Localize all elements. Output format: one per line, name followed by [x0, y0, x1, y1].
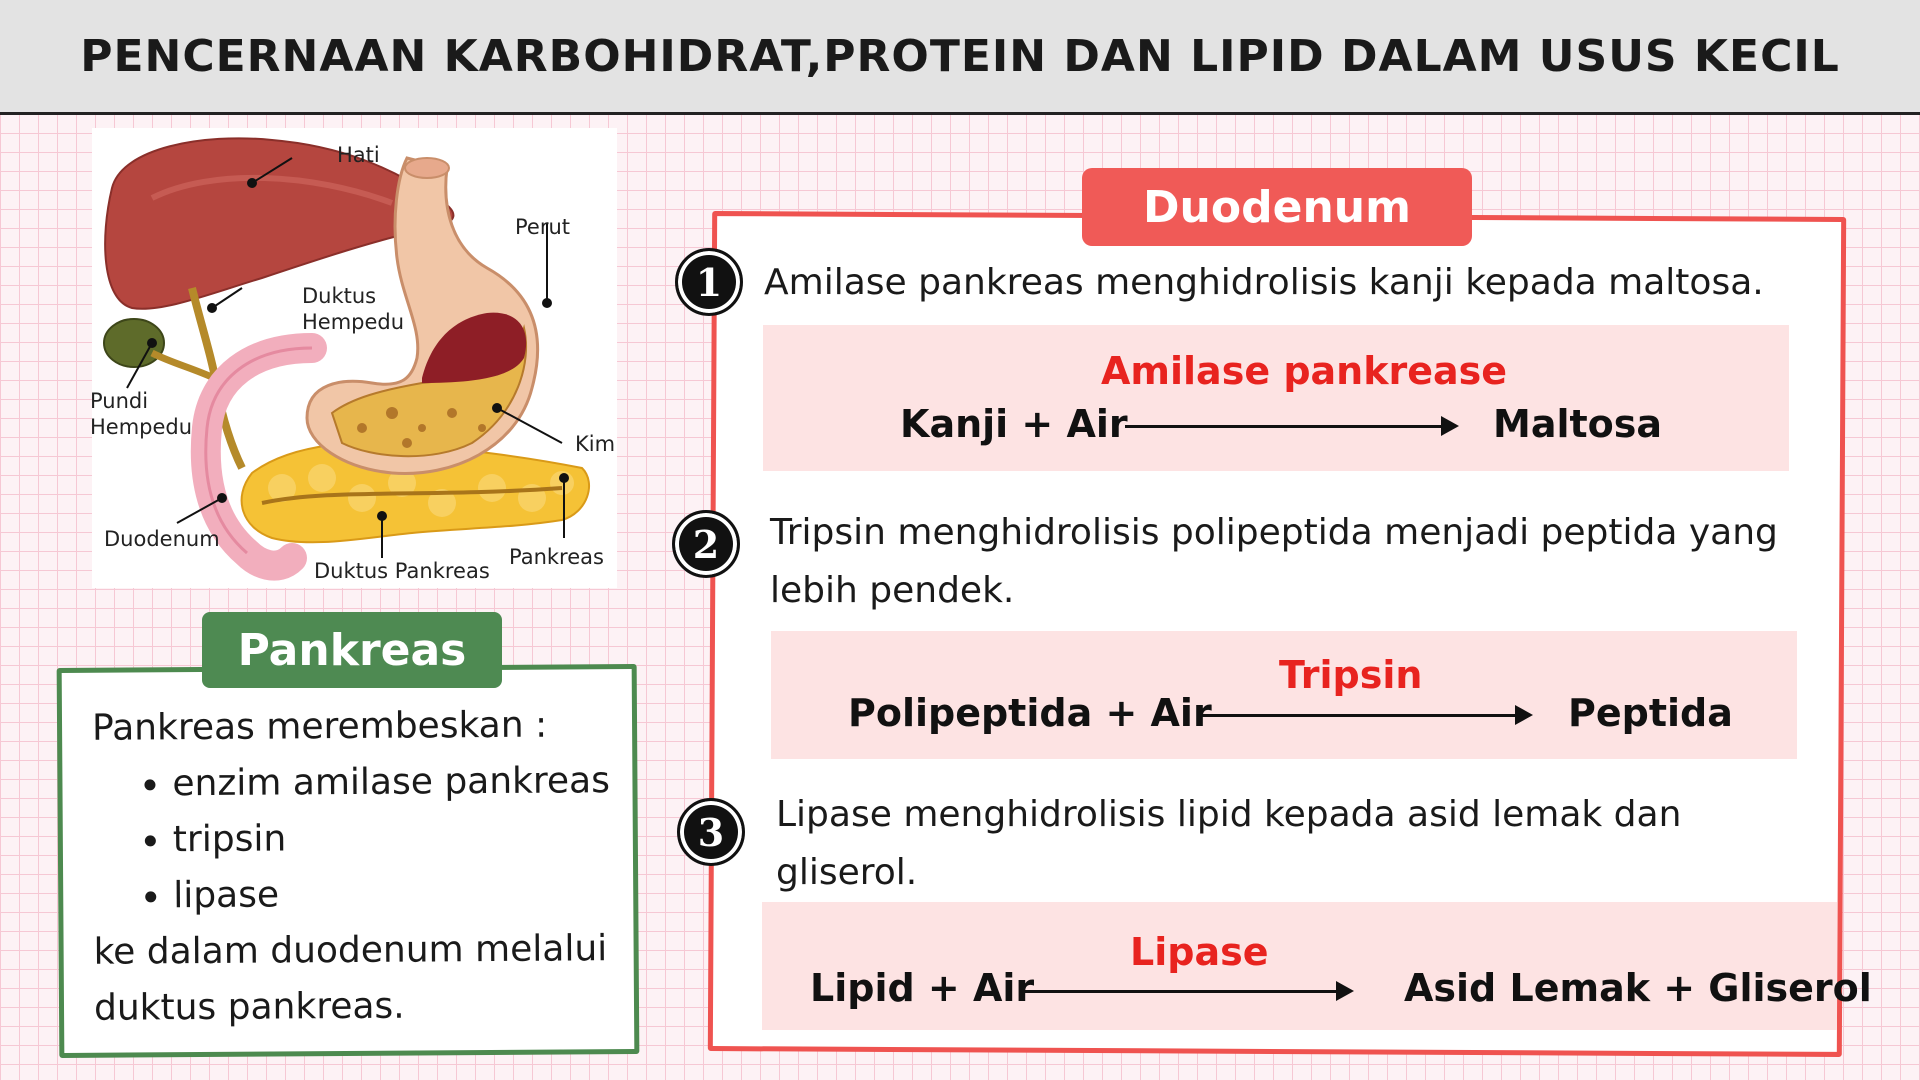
label-perut: Perut [515, 215, 571, 239]
duodenum-title: Duodenum [1143, 181, 1411, 233]
step-3-number-badge: 3 [677, 798, 745, 866]
step-1-equation: Amilase pankrease Kanji + Air Maltosa [763, 325, 1789, 471]
list-item: enzim amilase pankreas [172, 753, 612, 812]
pankreas-intro: Pankreas merembeskan : [91, 704, 548, 749]
step-2-equation: Tripsin Polipeptida + Air Peptida [771, 631, 1797, 759]
step-1-number-badge: 1 [675, 248, 743, 316]
step-1-statement: Amilase pankreas menghidrolisis kanji ke… [764, 262, 1764, 303]
page-title: PENCERNAAN KARBOHIDRAT,PROTEIN DAN LIPID… [80, 30, 1840, 82]
step-2-products: Peptida [1568, 691, 1733, 735]
digestive-anatomy-illustration: Hati Perut Duktus Hempedu Pundi Hempedu … [90, 128, 617, 588]
step-1-products: Maltosa [1493, 402, 1663, 446]
step-1-number: 1 [695, 259, 723, 305]
label-duodenum: Duodenum [104, 527, 220, 551]
step-3-reactants: Lipid + Air [810, 966, 1035, 1010]
pankreas-outro: ke dalam duodenum melalui duktus pankrea… [93, 928, 608, 1029]
step-3-enzyme: Lipase [1130, 930, 1269, 974]
step-3-equation: Lipase Lipid + Air Asid Lemak + Gliserol [762, 902, 1872, 1030]
pankreas-title-tab: Pankreas [202, 612, 502, 688]
step-2-number-badge: 2 [672, 510, 740, 578]
label-duktus-pankreas: Duktus Pankreas [314, 559, 490, 583]
list-item: lipase [173, 865, 613, 924]
step-2-arrow [1201, 705, 1533, 725]
step-2-number: 2 [692, 521, 720, 567]
list-item: tripsin [173, 809, 613, 868]
label-pundi-hempedu: Pundi Hempedu [90, 389, 193, 439]
step-3-number: 3 [697, 809, 725, 855]
gallbladder-shape [103, 318, 165, 368]
step-3-arrow [1024, 981, 1354, 1001]
label-hati: Hati [337, 143, 380, 167]
step-2-enzyme: Tripsin [1279, 653, 1423, 697]
step-1-enzyme: Amilase pankrease [1101, 349, 1508, 393]
step-1-arrow [1125, 416, 1459, 436]
page-header: PENCERNAAN KARBOHIDRAT,PROTEIN DAN LIPID… [0, 0, 1920, 115]
anatomy-drawing [103, 137, 591, 581]
pankreas-enzyme-list: enzim amilase pankreas tripsin lipase [92, 753, 613, 925]
duodenum-title-tab: Duodenum [1082, 168, 1472, 246]
step-1-reactants: Kanji + Air [900, 402, 1128, 446]
label-duktus-hempedu: Duktus Hempedu [302, 284, 405, 334]
pankreas-text: Pankreas merembeskan : enzim amilase pan… [92, 697, 614, 1037]
label-pankreas: Pankreas [509, 545, 604, 569]
pankreas-title: Pankreas [237, 624, 467, 676]
step-2-statement: Tripsin menghidrolisis polipeptida menja… [770, 512, 1778, 611]
label-kim: Kim [575, 432, 616, 456]
step-3-products: Asid Lemak + Gliserol [1404, 966, 1872, 1010]
step-3-statement: Lipase menghidrolisis lipid kepada asid … [776, 794, 1682, 893]
step-2-reactants: Polipeptida + Air [848, 691, 1212, 735]
pankreas-info-box: Pankreas merembeskan : enzim amilase pan… [56, 663, 640, 1059]
